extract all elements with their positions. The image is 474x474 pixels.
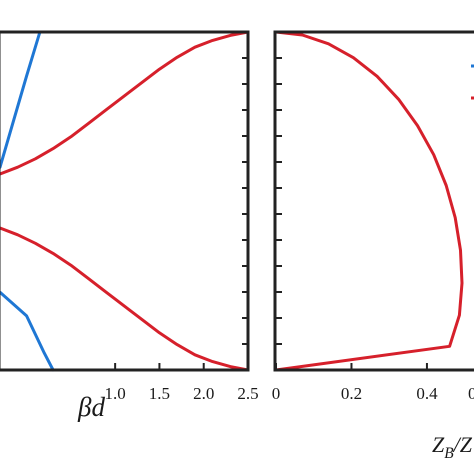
x-tick-label: 1.5 bbox=[149, 384, 170, 403]
left-x-ticks: 1.0 1.5 2.0 2.5 bbox=[105, 363, 259, 403]
x-tick-label: 0 bbox=[272, 384, 281, 403]
left-panel: 1.0 1.5 2.0 2.5 βd bbox=[0, 30, 259, 422]
x-tick-label: 0.2 bbox=[341, 384, 362, 403]
series-line-2-1 bbox=[0, 30, 250, 176]
series-line-1-1 bbox=[274, 30, 464, 372]
series-line-3-1 bbox=[0, 226, 250, 372]
series-line-1-2 bbox=[0, 290, 55, 372]
left-plot-frame bbox=[0, 30, 250, 372]
left-curves bbox=[0, 30, 250, 372]
right-curves bbox=[274, 30, 464, 372]
x-tick-label: 0.4 bbox=[416, 384, 438, 403]
right-panel: 0 0.2 0.4 0 ZB/Z bbox=[272, 30, 474, 462]
series-line-1-1 bbox=[0, 30, 42, 169]
x-tick-label: 2.0 bbox=[193, 384, 214, 403]
right-y-ticks bbox=[276, 57, 282, 345]
x-tick-label: 2.5 bbox=[237, 384, 258, 403]
left-x-axis-label: βd bbox=[77, 392, 105, 422]
right-x-axis-label: ZB/Z bbox=[432, 432, 473, 462]
x-tick-label: 1.0 bbox=[105, 384, 126, 403]
right-plot-frame bbox=[273, 30, 474, 372]
x-tick-label-clipped: 0 bbox=[468, 384, 474, 403]
